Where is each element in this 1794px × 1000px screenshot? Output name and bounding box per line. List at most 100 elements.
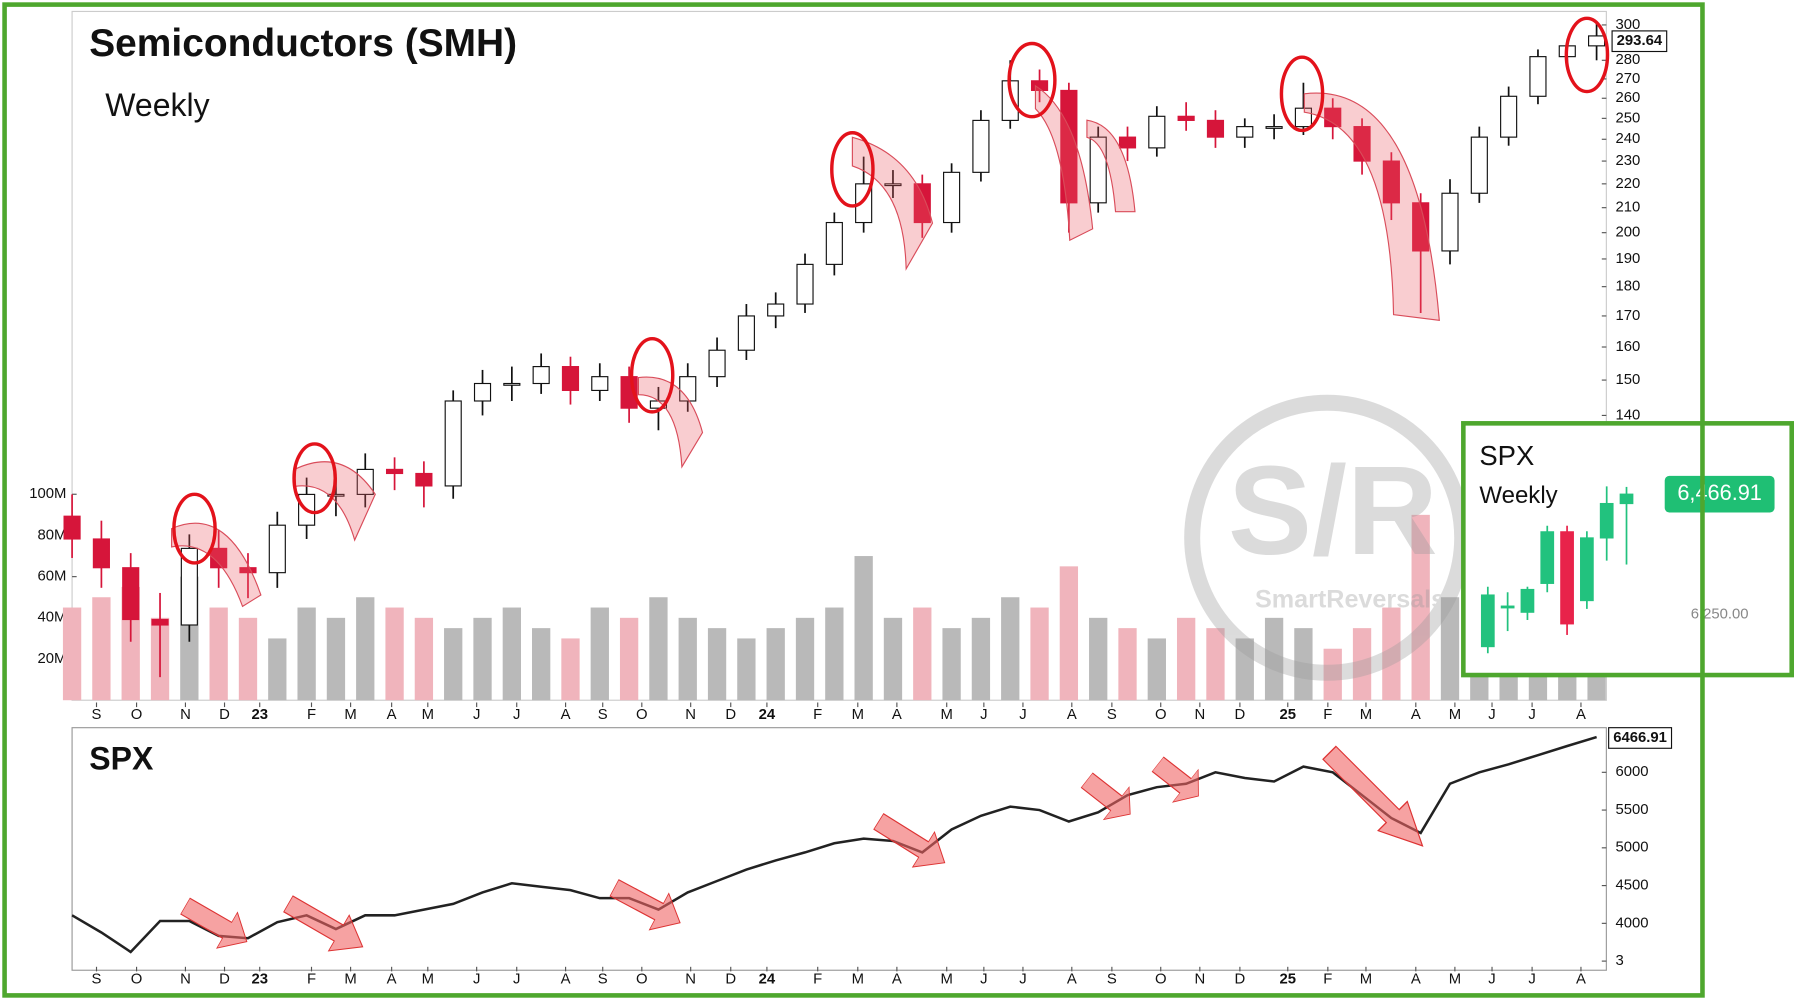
volume-bar [795,617,815,701]
volume-bar [649,597,668,701]
candle-body [385,468,404,475]
x-tick-label: J [1488,971,1495,987]
x-tick-label: A [892,971,902,987]
y-tick-label: 190 [1616,251,1641,267]
volume-bar [444,628,463,701]
volume-bar [678,617,697,701]
x-tick-label: J [1528,971,1535,987]
x-tick-label: 23 [251,707,268,723]
x-tick-label: S [598,707,608,723]
x-tick-label: A [387,707,397,723]
spx-layer: 3 4000 4500 5000 5500 6000 S O N D 23 F M A M J J A S O N D 24… [71,727,1673,987]
y-tick-label: 5500 [1616,802,1649,818]
inset-layer: 6,250.00 6,466.91 [1480,475,1775,654]
y-tick-label: 140 [1616,407,1641,423]
y-tick-label: 3 [1616,953,1624,969]
x-tick-label: A [1411,707,1421,723]
x-tick-label: N [685,971,696,987]
x-tick-label: D [1235,971,1246,987]
y-tick-label: 230 [1616,153,1641,169]
candle-body [1089,136,1107,204]
volume-bar [92,597,111,701]
y-tick-label: 6,250.00 [1691,606,1749,622]
y-tick-label: 300 [1616,17,1641,33]
x-tick-label: 25 [1280,707,1297,723]
candle-body [1324,107,1342,128]
volume-bar [883,617,903,701]
volume-bar [1089,617,1108,701]
candle-body [1118,136,1137,149]
volume-bar [1294,628,1313,701]
y-tick-label: 4500 [1616,878,1649,894]
x-tick-label: A [892,707,902,723]
candle-body [1412,202,1430,252]
y-tick-label: 40M [37,610,66,626]
candle-body [1529,56,1547,97]
candle-body [884,183,902,187]
candle-body [92,538,110,569]
outer-border [2,2,1705,998]
y-tick-label: 6,466.91 [1677,480,1762,505]
watermark: S/R SmartReversals [1184,394,1471,681]
x-tick-label: N [1194,707,1205,723]
candle-body [825,221,843,265]
x-tick-label: A [1411,971,1421,987]
candle-body [503,382,521,386]
x-tick-label: N [180,707,191,723]
candle-body [1520,588,1535,613]
volume-bar [1440,597,1460,701]
volume-bar [532,628,551,701]
x-tick-label: F [1323,971,1332,987]
highlight-arc [294,461,376,542]
reversal-circle [1564,16,1610,94]
volume-bar [1206,628,1225,701]
candle-body [1148,115,1166,149]
x-tick-label: O [636,971,648,987]
volume-bar [1030,607,1049,701]
x-tick-label: O [636,707,648,723]
volume-bar [62,607,82,701]
volume-bar [209,607,228,701]
highlight-arc [637,376,704,469]
volume-bar [1382,607,1401,701]
x-tick-label: O [131,707,143,723]
x-tick-label: D [725,971,736,987]
x-tick-label: 25 [1280,971,1297,987]
candle-body [943,171,961,224]
x-tick-label: M [1449,707,1461,723]
x-tick-label: O [1155,707,1167,723]
volume-bar [1264,617,1284,701]
x-tick-label: S [92,971,102,987]
highlight-arc [1303,92,1440,322]
y-tick-label: 220 [1616,176,1641,192]
candle-body [1382,160,1400,204]
y-tick-label: 160 [1616,339,1641,355]
y-tick-label: 6000 [1616,764,1649,780]
reversal-circle [1007,41,1057,119]
x-tick-label: O [1155,971,1167,987]
volume-bar [414,617,434,701]
x-tick-label: F [1323,707,1332,723]
reversal-circle [172,492,217,565]
candle-body [591,376,609,391]
candle-body [913,183,931,224]
volume-bar [1059,566,1079,701]
candle-body [708,349,726,378]
candle-body [473,382,492,402]
y-tick-label: 20M [37,651,66,667]
volume-bar [1001,597,1020,701]
x-tick-label: J [513,707,520,723]
candle-body [1599,502,1614,539]
x-tick-label: M [941,707,953,723]
y-tick-label: 240 [1616,131,1641,147]
candle-body [1470,136,1488,194]
volume-bar [590,607,609,701]
x-tick-label: J [1488,707,1495,723]
volume-bar [737,638,756,701]
x-tick-label: J [1019,971,1026,987]
volume-bar [1352,628,1372,701]
chart-title: Semiconductors (SMH) [89,22,517,65]
x-tick-label: 24 [759,971,776,987]
candle-body [1500,605,1515,609]
